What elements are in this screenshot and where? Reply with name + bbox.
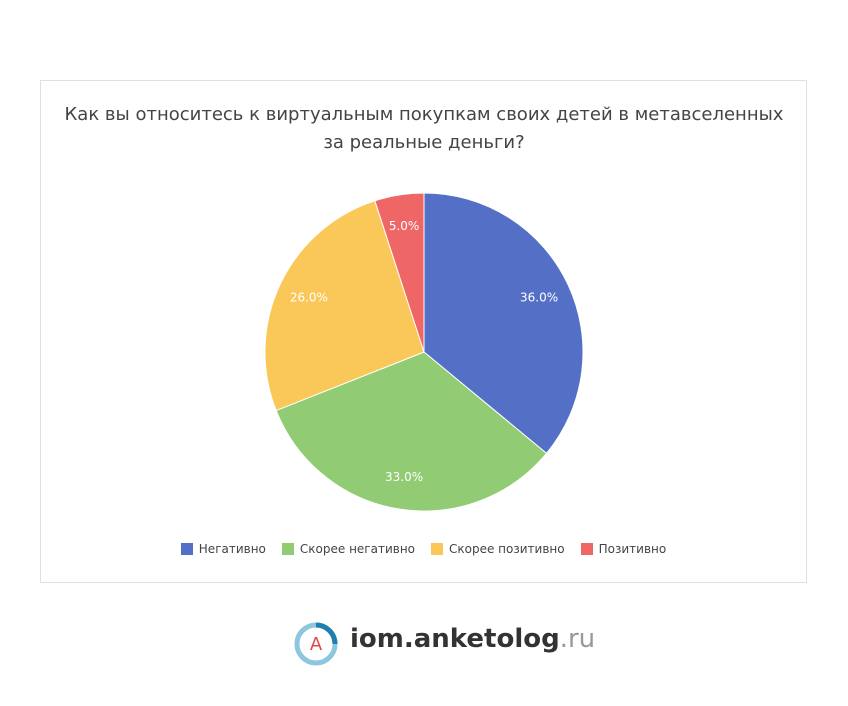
legend-label: Позитивно <box>598 542 667 556</box>
legend-swatch <box>580 543 593 555</box>
logo-arc <box>315 622 338 645</box>
brand-name: iom.anketolog <box>350 624 560 654</box>
chart-title: Как вы относитесь к виртуальным покупкам… <box>64 104 784 153</box>
logo-letter: A <box>310 634 323 655</box>
legend-swatch <box>431 543 444 555</box>
pie-slice <box>275 351 548 512</box>
value-label: 5.0% <box>389 219 420 233</box>
legend-label: Негативно <box>198 542 266 556</box>
legend-item: Скорее позитивно <box>431 542 565 556</box>
legend-item: Негативно <box>180 542 266 556</box>
value-label: 33.0% <box>385 470 423 484</box>
legend-swatch <box>281 543 294 555</box>
legend: Негативно Скорее негативно Скорее позитивн… <box>40 542 807 556</box>
legend-label: Скорее позитивно <box>449 542 565 556</box>
brand: iom.anketolog.ru <box>350 624 595 654</box>
legend-label: Скорее негативно <box>299 542 416 556</box>
brand-domain: .ru <box>559 624 596 654</box>
chart-card <box>40 80 807 583</box>
legend-item: Позитивно <box>580 542 667 556</box>
pie-slice <box>423 192 584 455</box>
legend-item: Скорее негативно <box>281 542 416 556</box>
legend-swatch <box>180 543 193 555</box>
value-label: 36.0% <box>520 290 558 304</box>
logo-center <box>303 631 329 657</box>
value-label: 26.0% <box>290 290 328 304</box>
pie-slice <box>374 192 425 353</box>
pie-slice <box>264 200 425 412</box>
logo-icon: A <box>294 622 338 666</box>
